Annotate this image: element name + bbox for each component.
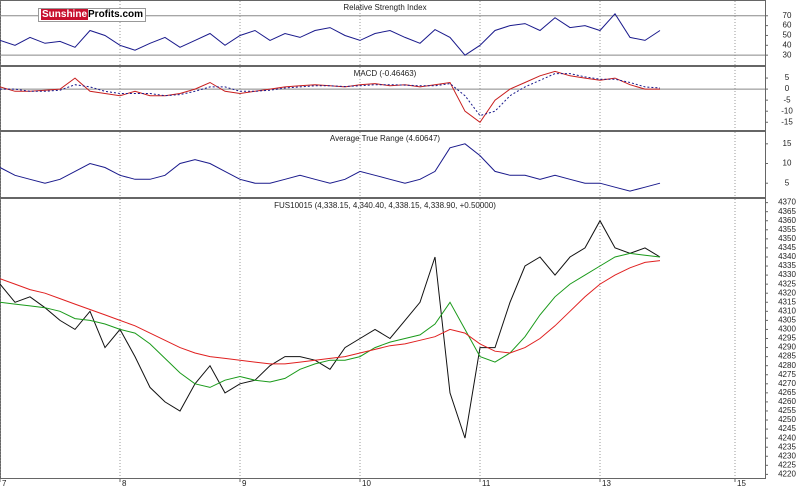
y-tick-label: 4230 xyxy=(778,451,796,460)
panel-title: MACD (-0.46463) xyxy=(354,69,417,78)
series-line xyxy=(0,219,661,439)
y-tick-label: 4220 xyxy=(778,469,796,478)
y-tick-label: 5 xyxy=(785,178,790,187)
y-tick-label: 0 xyxy=(785,84,790,93)
y-tick-label: 4330 xyxy=(778,270,796,279)
y-tick-label: 4265 xyxy=(778,388,796,397)
y-tick-label: 4245 xyxy=(778,424,796,433)
y-tick-label: 4255 xyxy=(778,406,796,415)
y-tick-label: 4315 xyxy=(778,297,796,306)
series-line xyxy=(0,252,661,388)
y-tick-label: 4340 xyxy=(778,252,796,261)
y-tick-label: -5 xyxy=(783,95,791,104)
y-tick-label: 4300 xyxy=(778,325,796,334)
y-tick-label: 4305 xyxy=(778,315,796,324)
panel-title: FUS10015 (4,338.15, 4,340.40, 4,338.15, … xyxy=(274,201,496,210)
y-tick-label: 10 xyxy=(783,159,792,168)
y-tick-label: 4365 xyxy=(778,207,796,216)
series-line xyxy=(0,12,661,56)
y-tick-label: 4370 xyxy=(778,198,796,207)
logo: SunshineProfits.com xyxy=(38,8,147,22)
x-tick-label: 8 xyxy=(122,479,127,488)
y-tick-label: 5 xyxy=(785,73,790,82)
y-tick-label: 4345 xyxy=(778,243,796,252)
y-tick-label: 4285 xyxy=(778,352,796,361)
y-tick-label: 4250 xyxy=(778,415,796,424)
x-tick-label: 13 xyxy=(602,479,611,488)
panel-title: Relative Strength Index xyxy=(343,3,426,12)
y-tick-label: 4290 xyxy=(778,343,796,352)
y-tick-label: 40 xyxy=(783,40,792,49)
y-tick-label: 30 xyxy=(783,50,792,59)
x-tick-label: 9 xyxy=(242,479,247,488)
series-line xyxy=(0,70,660,124)
logo-brand: Sunshine xyxy=(41,9,89,20)
y-tick-label: 4325 xyxy=(778,279,796,288)
y-tick-label: 4295 xyxy=(778,334,796,343)
y-tick-label: 60 xyxy=(783,21,792,30)
x-tick-label: 10 xyxy=(362,479,371,488)
y-tick-label: 4335 xyxy=(778,261,796,270)
x-tick-label: 7 xyxy=(2,479,7,488)
y-tick-label: -15 xyxy=(781,117,793,126)
y-tick-label: 4280 xyxy=(778,361,796,370)
panel-title: Average True Range (4.60647) xyxy=(330,134,440,143)
logo-rest: Profits.com xyxy=(88,9,144,20)
y-tick-label: 4275 xyxy=(778,370,796,379)
y-tick-label: 4350 xyxy=(778,234,796,243)
y-tick-label: 4355 xyxy=(778,225,796,234)
y-tick-label: 4260 xyxy=(778,397,796,406)
x-tick-label: 11 xyxy=(482,479,491,488)
y-tick-label: 4360 xyxy=(778,216,796,225)
y-tick-label: 70 xyxy=(783,11,792,20)
series-line xyxy=(0,260,661,365)
y-tick-label: 4270 xyxy=(778,379,796,388)
y-tick-label: 4310 xyxy=(778,306,796,315)
y-tick-label: 4240 xyxy=(778,433,796,442)
y-tick-label: -10 xyxy=(781,106,793,115)
x-tick-label: 15 xyxy=(737,479,746,488)
panel-frame xyxy=(0,198,766,479)
y-tick-label: 50 xyxy=(783,31,792,40)
y-tick-label: 4235 xyxy=(778,442,796,451)
y-tick-label: 15 xyxy=(783,139,792,148)
series-line xyxy=(0,73,661,117)
y-tick-label: 4320 xyxy=(778,288,796,297)
y-tick-label: 4225 xyxy=(778,460,796,469)
series-line xyxy=(0,143,661,192)
